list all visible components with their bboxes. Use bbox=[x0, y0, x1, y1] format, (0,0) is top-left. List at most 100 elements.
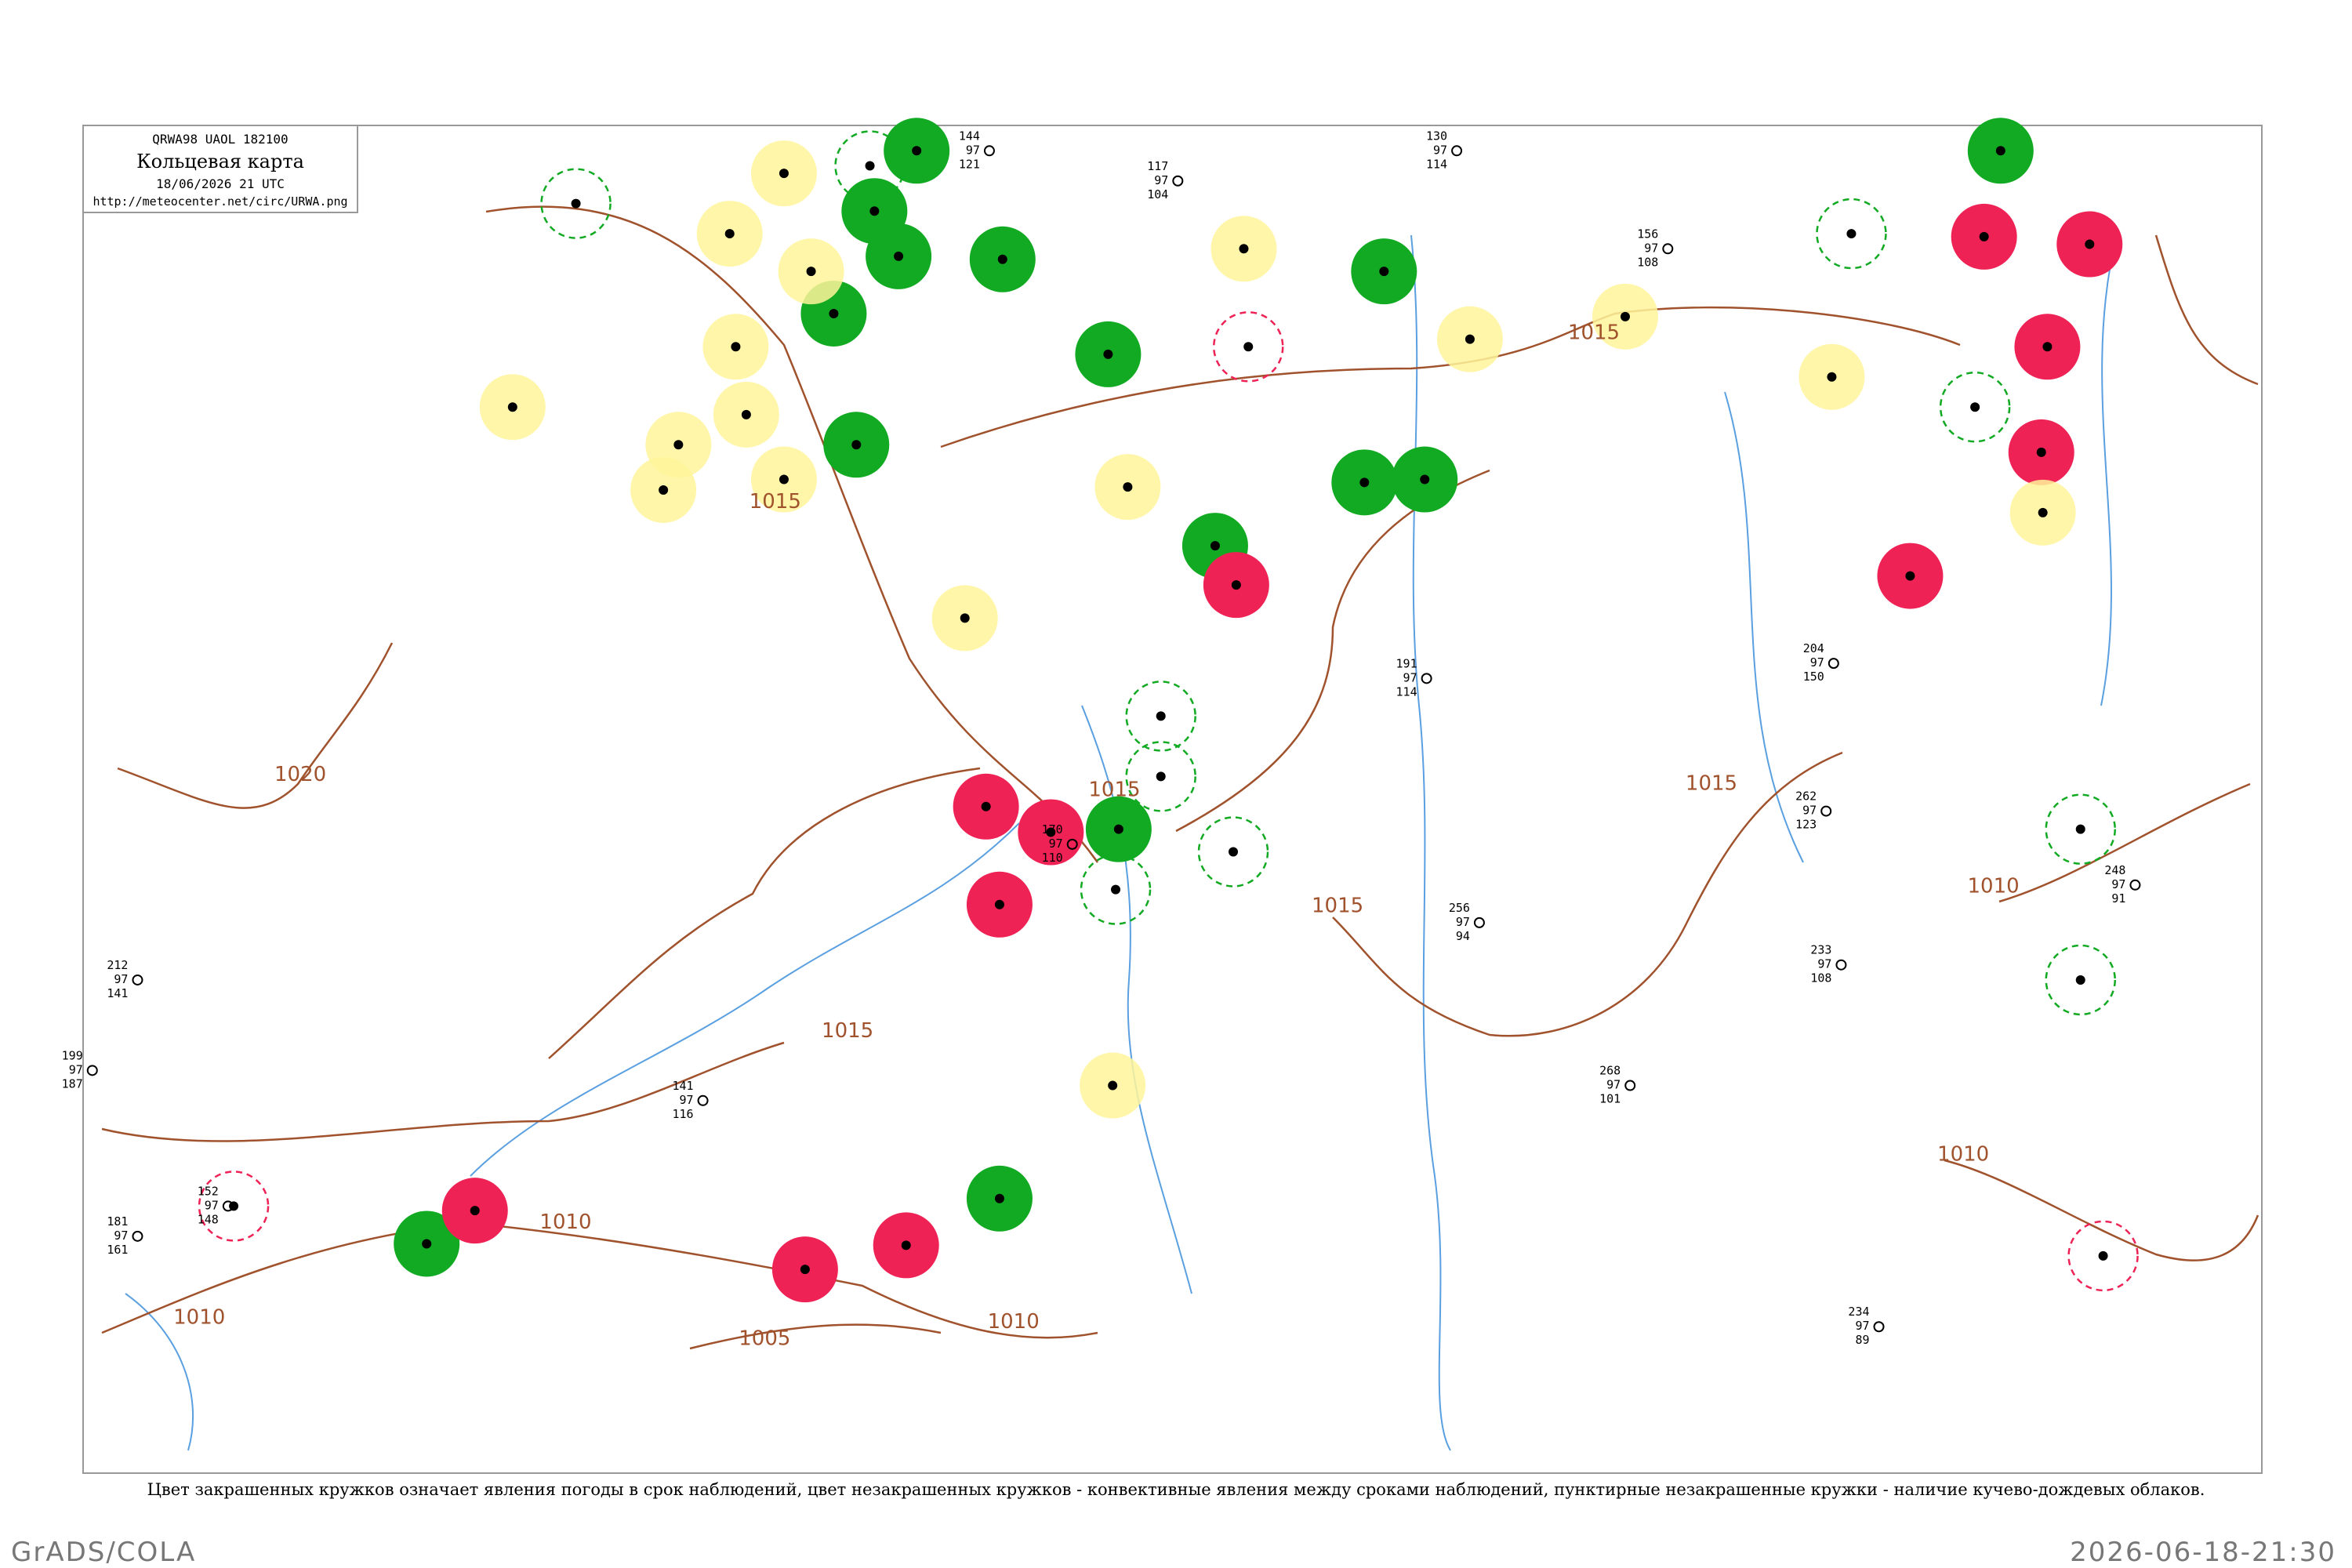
station-dot bbox=[1624, 1080, 1636, 1091]
station-dot bbox=[697, 1094, 709, 1106]
station-dot bbox=[86, 1065, 98, 1076]
station-dot bbox=[779, 474, 789, 485]
station-value: 97 bbox=[1810, 655, 1824, 670]
cb-circle bbox=[834, 130, 906, 201]
station-dot bbox=[1229, 847, 1239, 857]
station-dot bbox=[1451, 145, 1463, 157]
station-dot bbox=[912, 146, 922, 156]
cb-circle bbox=[1939, 371, 2011, 443]
cb-circle bbox=[1212, 311, 1284, 383]
station-value: 121 bbox=[959, 157, 980, 171]
isobar-label: 1010 bbox=[1968, 874, 2020, 898]
station-dot bbox=[741, 409, 751, 419]
station-dot bbox=[731, 342, 741, 352]
station-dot bbox=[2036, 447, 2046, 457]
station-dot bbox=[2042, 342, 2053, 352]
header-url: http://meteocenter.net/circ/URWA.png bbox=[93, 194, 347, 209]
station-dot bbox=[851, 440, 862, 450]
station-dot bbox=[806, 267, 816, 277]
isobar-label: 1015 bbox=[1312, 894, 1363, 917]
station-value: 97 bbox=[1855, 1319, 1869, 1333]
station-dot bbox=[2075, 824, 2085, 834]
station-dot bbox=[1239, 244, 1249, 254]
station-value: 204 bbox=[1803, 641, 1824, 655]
station-dot bbox=[1873, 1321, 1885, 1333]
cb-circle bbox=[2067, 1220, 2139, 1292]
station-dot bbox=[1473, 916, 1485, 928]
footer-left: GrADS/COLA bbox=[11, 1537, 197, 1568]
station-dot bbox=[981, 801, 991, 811]
header-frame bbox=[82, 125, 358, 213]
isobar-label: 1015 bbox=[1686, 772, 1737, 796]
footer-right: 2026-06-18-21:30 bbox=[2070, 1537, 2336, 1568]
isobar-label: 1015 bbox=[750, 490, 801, 514]
station-dot bbox=[994, 1193, 1004, 1203]
station-dot bbox=[1970, 402, 1980, 412]
station-value: 89 bbox=[1855, 1333, 1869, 1347]
station-value: 97 bbox=[1802, 804, 1817, 818]
station-dot bbox=[1066, 838, 1078, 850]
station-dot bbox=[2075, 975, 2085, 985]
station-value: 97 bbox=[69, 1062, 83, 1076]
station-dot bbox=[1662, 243, 1674, 255]
station-dot bbox=[1111, 884, 1121, 895]
cb-circle bbox=[540, 168, 612, 239]
station-value: 97 bbox=[114, 972, 128, 986]
station-value: 101 bbox=[1599, 1092, 1621, 1106]
station-value: 148 bbox=[198, 1212, 219, 1226]
isobar-label: 1010 bbox=[173, 1305, 225, 1329]
station-dot bbox=[132, 1230, 143, 1242]
station-value: 117 bbox=[1147, 159, 1168, 173]
station-value: 150 bbox=[1803, 670, 1824, 684]
station-value: 97 bbox=[114, 1229, 128, 1243]
isobar-label: 1010 bbox=[1937, 1143, 1989, 1167]
station-dot bbox=[1046, 827, 1056, 837]
station-dot bbox=[2129, 879, 2141, 891]
station-dot bbox=[1820, 805, 1832, 817]
station-value: 181 bbox=[107, 1214, 128, 1229]
station-value: 97 bbox=[1049, 837, 1063, 851]
isobar-label: 1020 bbox=[274, 763, 326, 786]
station-dot bbox=[1846, 229, 1857, 239]
station-dot bbox=[1123, 482, 1133, 492]
cb-circle bbox=[1125, 681, 1196, 752]
station-dot bbox=[1172, 175, 1184, 187]
station-dot bbox=[1828, 658, 1839, 670]
station-value: 161 bbox=[107, 1243, 128, 1257]
station-dot bbox=[1421, 673, 1432, 684]
station-value: 114 bbox=[1396, 684, 1417, 699]
station-dot bbox=[1827, 372, 1837, 382]
station-dot bbox=[1979, 231, 1989, 241]
station-value: 141 bbox=[107, 986, 128, 1000]
cb-circle bbox=[198, 1171, 270, 1242]
station-value: 170 bbox=[1042, 822, 1063, 837]
header-title: Кольцевая карта bbox=[136, 151, 304, 172]
station-value: 152 bbox=[198, 1184, 219, 1198]
station-value: 141 bbox=[672, 1079, 693, 1093]
isobar-label: 1015 bbox=[1568, 321, 1620, 345]
station-value: 187 bbox=[62, 1076, 83, 1091]
station-value: 114 bbox=[1426, 157, 1447, 171]
station-value: 91 bbox=[2111, 891, 2125, 906]
header-box: QRWA98 UAOL 182100 Кольцевая карта 18/06… bbox=[82, 125, 358, 213]
station-value: 97 bbox=[1433, 143, 1447, 157]
station-value: 97 bbox=[1606, 1078, 1621, 1092]
station-value: 248 bbox=[2104, 863, 2125, 877]
station-value: 116 bbox=[672, 1107, 693, 1121]
station-value: 234 bbox=[1848, 1305, 1869, 1319]
station-value: 256 bbox=[1449, 901, 1470, 915]
isobar-label: 1015 bbox=[822, 1019, 873, 1043]
station-dot bbox=[894, 251, 904, 261]
station-dot bbox=[994, 899, 1004, 909]
station-dot bbox=[1995, 146, 2005, 156]
isobar-label: 1005 bbox=[739, 1327, 790, 1350]
isobar-label: 1015 bbox=[1088, 778, 1140, 801]
cb-circle bbox=[1816, 198, 1887, 270]
station-dot bbox=[1379, 267, 1389, 277]
station-value: 268 bbox=[1599, 1064, 1621, 1078]
station-value: 156 bbox=[1637, 227, 1658, 241]
cb-circle bbox=[1197, 816, 1269, 887]
station-value: 110 bbox=[1042, 851, 1063, 865]
station-dot bbox=[470, 1206, 480, 1216]
